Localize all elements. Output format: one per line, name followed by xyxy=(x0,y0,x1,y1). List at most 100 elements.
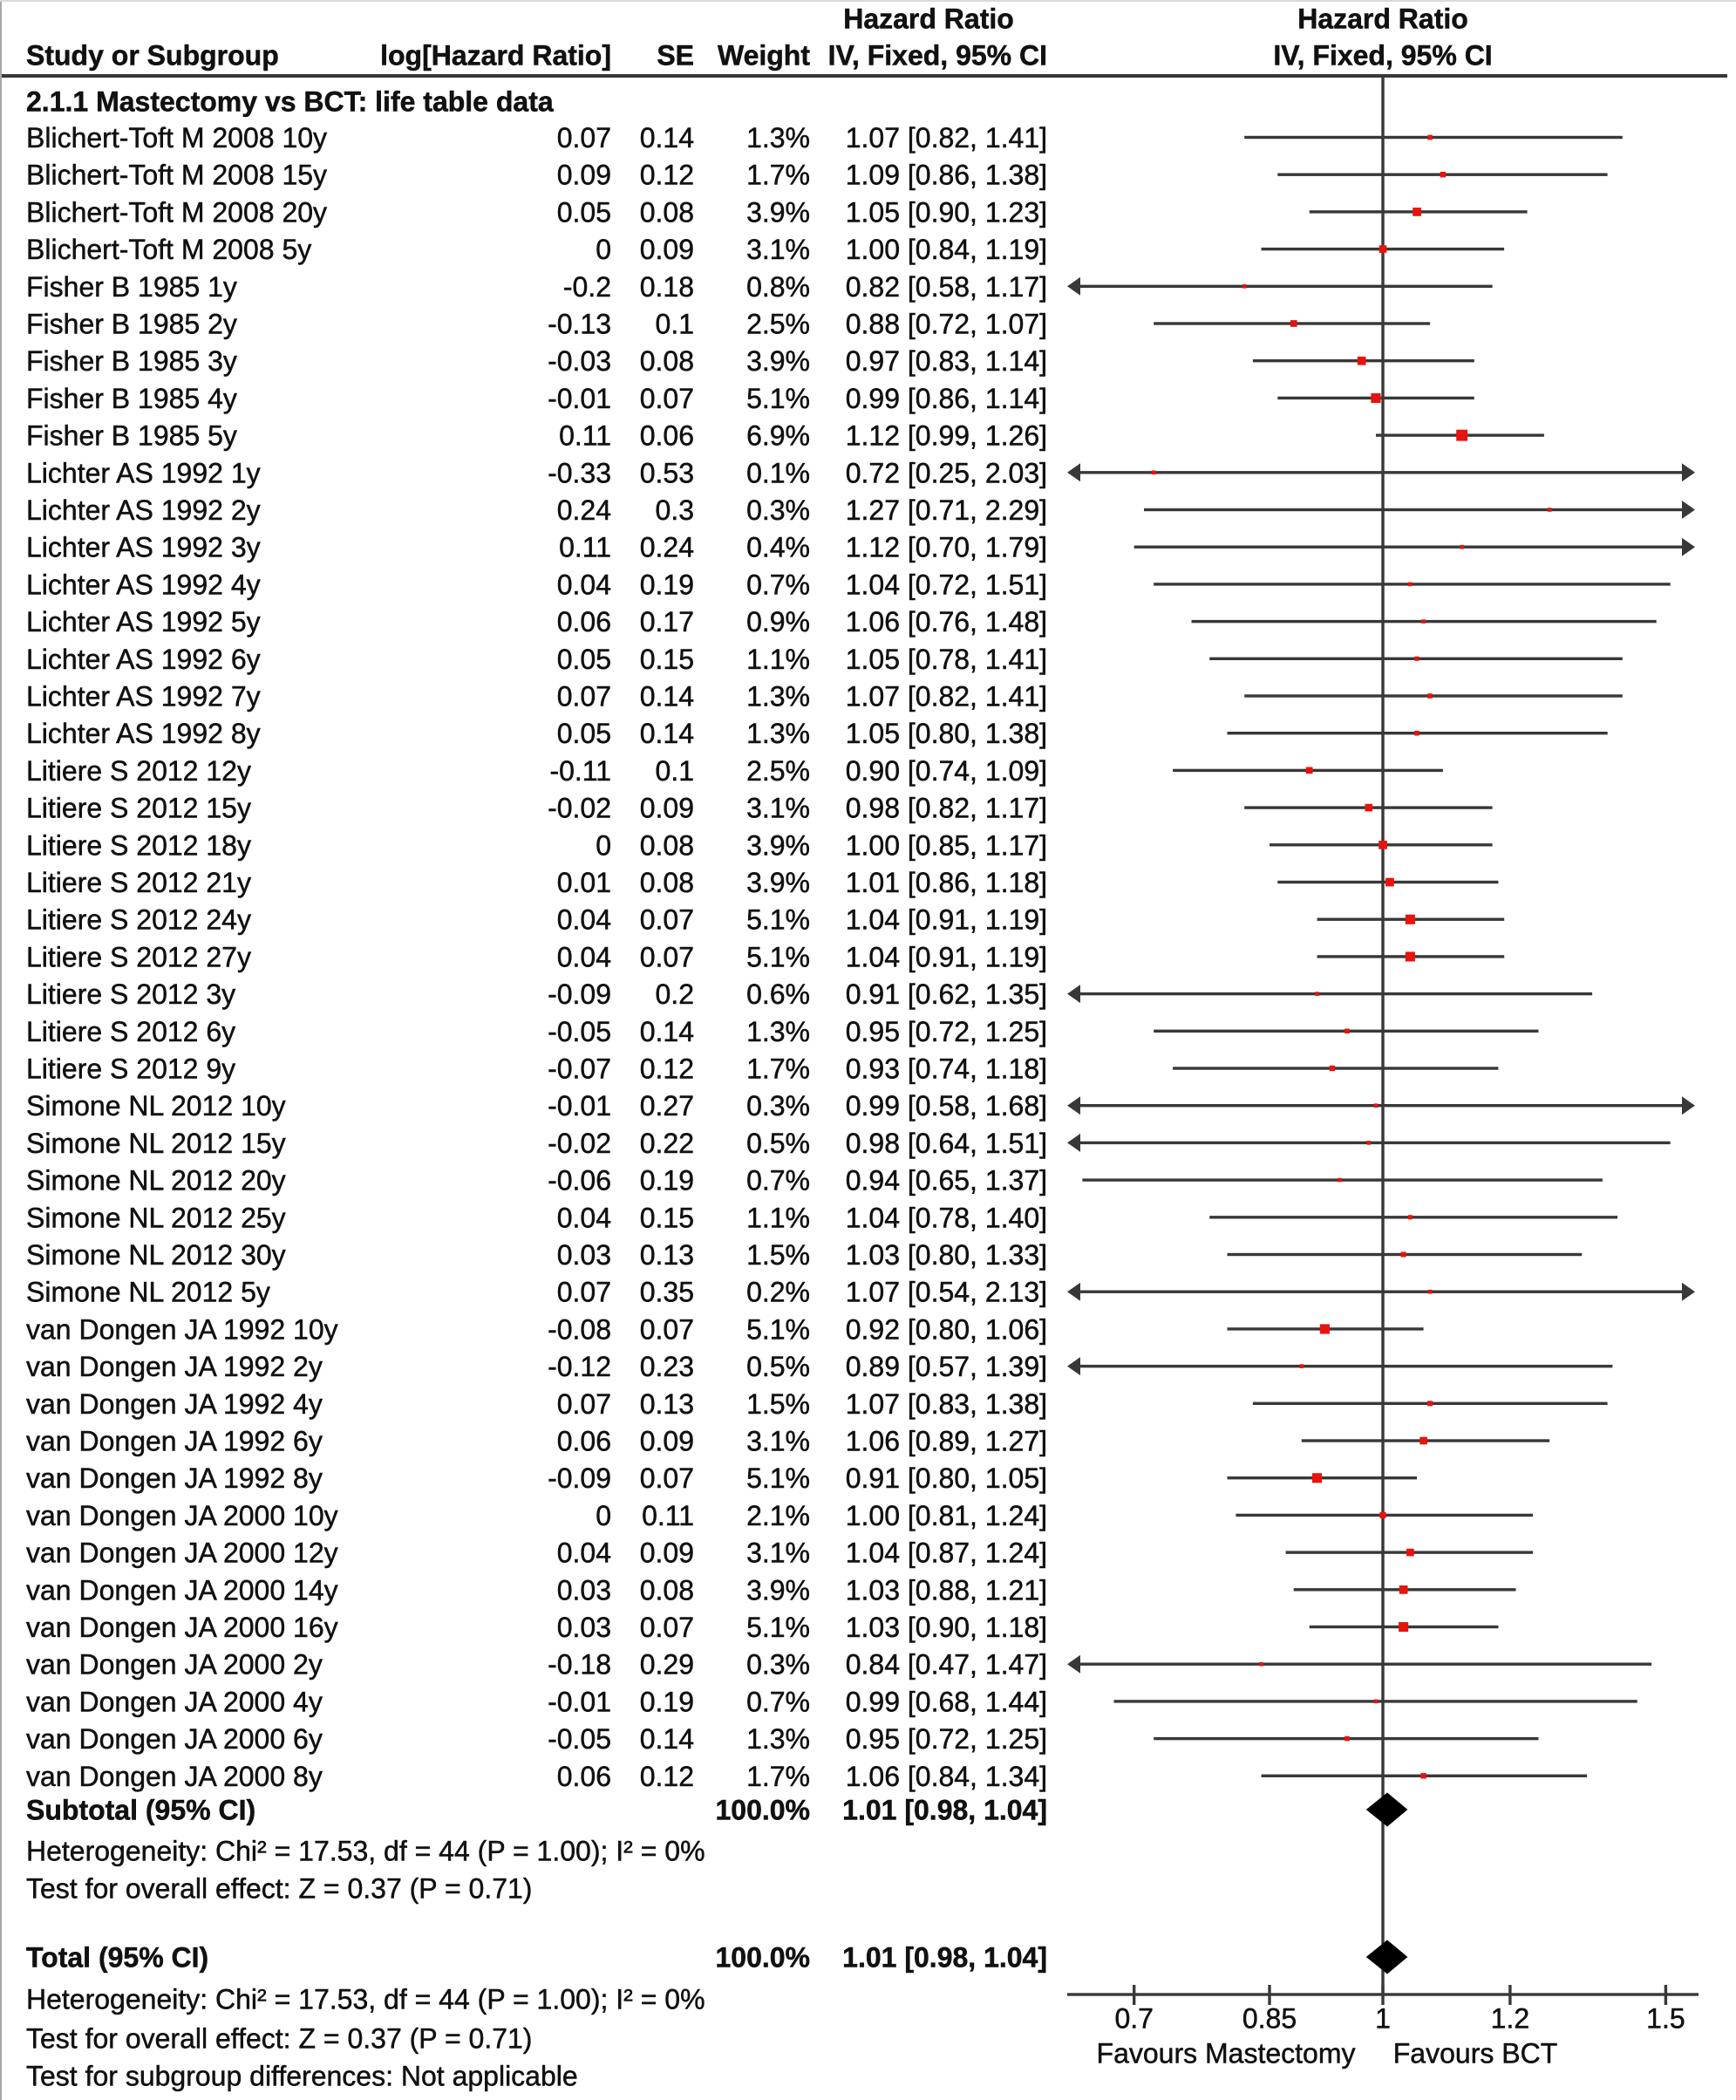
svg-text:-0.12: -0.12 xyxy=(548,1351,611,1382)
svg-text:Simone NL 2012 5y: Simone NL 2012 5y xyxy=(26,1277,270,1308)
svg-text:0.12: 0.12 xyxy=(640,1761,694,1792)
svg-text:Test for overall effect: Z = 0: Test for overall effect: Z = 0.37 (P = 0… xyxy=(26,2023,532,2055)
svg-text:1.7%: 1.7% xyxy=(746,1761,810,1792)
svg-text:5.1%: 5.1% xyxy=(746,904,810,936)
svg-text:Litiere S 2012 12y: Litiere S 2012 12y xyxy=(26,755,251,787)
svg-text:Litiere S 2012 6y: Litiere S 2012 6y xyxy=(26,1016,235,1047)
svg-text:0.95 [0.72, 1.25]: 0.95 [0.72, 1.25] xyxy=(846,1016,1047,1047)
svg-text:5.1%: 5.1% xyxy=(746,1612,810,1643)
svg-text:0.84 [0.47, 1.47]: 0.84 [0.47, 1.47] xyxy=(846,1649,1047,1681)
svg-text:0.14: 0.14 xyxy=(640,718,694,749)
svg-text:van Dongen JA 2000 14y: van Dongen JA 2000 14y xyxy=(26,1574,338,1606)
svg-text:van Dongen JA 2000 4y: van Dongen JA 2000 4y xyxy=(26,1686,323,1717)
svg-text:van Dongen JA 1992 2y: van Dongen JA 1992 2y xyxy=(26,1351,323,1382)
svg-text:1.3%: 1.3% xyxy=(746,1723,810,1755)
svg-text:0.06: 0.06 xyxy=(557,1426,611,1457)
svg-text:0.72 [0.25, 2.03]: 0.72 [0.25, 2.03] xyxy=(846,457,1047,488)
svg-text:0.05: 0.05 xyxy=(557,644,611,675)
svg-text:Fisher B 1985 1y: Fisher B 1985 1y xyxy=(26,271,237,303)
svg-text:1.00 [0.81, 1.24]: 1.00 [0.81, 1.24] xyxy=(846,1500,1047,1531)
svg-text:-0.18: -0.18 xyxy=(548,1649,611,1681)
svg-text:0.9%: 0.9% xyxy=(746,606,810,638)
svg-text:0.07: 0.07 xyxy=(640,904,694,936)
svg-text:3.9%: 3.9% xyxy=(746,829,810,861)
svg-text:1.04 [0.91, 1.19]: 1.04 [0.91, 1.19] xyxy=(846,904,1047,936)
svg-text:IV, Fixed, 95% CI: IV, Fixed, 95% CI xyxy=(828,40,1047,72)
svg-text:1.12 [0.99, 1.26]: 1.12 [0.99, 1.26] xyxy=(846,420,1047,452)
svg-text:0.3%: 0.3% xyxy=(746,1649,810,1681)
svg-text:0.08: 0.08 xyxy=(640,345,694,377)
svg-text:0.99 [0.58, 1.68]: 0.99 [0.58, 1.68] xyxy=(846,1090,1047,1122)
svg-text:Hazard Ratio: Hazard Ratio xyxy=(1297,3,1468,35)
svg-text:1.07 [0.82, 1.41]: 1.07 [0.82, 1.41] xyxy=(846,122,1047,153)
svg-text:100.0%: 100.0% xyxy=(715,1795,810,1826)
svg-text:1.1%: 1.1% xyxy=(746,1202,810,1233)
svg-text:Blichert-Toft M 2008 10y: Blichert-Toft M 2008 10y xyxy=(26,122,327,153)
svg-text:van Dongen JA 1992 8y: van Dongen JA 1992 8y xyxy=(26,1462,323,1494)
svg-text:0.1: 0.1 xyxy=(656,755,694,787)
svg-text:0.24: 0.24 xyxy=(640,532,694,563)
svg-text:Heterogeneity: Chi² = 17.53, d: Heterogeneity: Chi² = 17.53, df = 44 (P … xyxy=(26,1984,705,2015)
svg-text:1.05 [0.90, 1.23]: 1.05 [0.90, 1.23] xyxy=(846,196,1047,228)
svg-text:2.5%: 2.5% xyxy=(746,755,810,787)
svg-text:6.9%: 6.9% xyxy=(746,420,810,452)
svg-text:Blichert-Toft M 2008 20y: Blichert-Toft M 2008 20y xyxy=(26,196,327,228)
svg-text:2.1.1 Mastectomy vs BCT: life: 2.1.1 Mastectomy vs BCT: life table data xyxy=(26,85,554,117)
svg-text:0.91 [0.62, 1.35]: 0.91 [0.62, 1.35] xyxy=(846,978,1047,1010)
svg-text:Simone NL 2012 30y: Simone NL 2012 30y xyxy=(26,1239,286,1271)
svg-text:Simone NL 2012 20y: Simone NL 2012 20y xyxy=(26,1165,286,1197)
svg-text:0.12: 0.12 xyxy=(640,160,694,191)
svg-text:1.27 [0.71, 2.29]: 1.27 [0.71, 2.29] xyxy=(846,494,1047,526)
svg-text:Lichter AS 1992 3y: Lichter AS 1992 3y xyxy=(26,532,261,563)
svg-text:-0.05: -0.05 xyxy=(548,1016,611,1047)
svg-text:van Dongen JA 1992 4y: van Dongen JA 1992 4y xyxy=(26,1388,323,1420)
svg-text:1.04 [0.87, 1.24]: 1.04 [0.87, 1.24] xyxy=(846,1538,1047,1569)
svg-text:1.00 [0.85, 1.17]: 1.00 [0.85, 1.17] xyxy=(846,829,1047,861)
svg-text:Simone NL 2012 15y: Simone NL 2012 15y xyxy=(26,1128,286,1159)
svg-text:van Dongen JA 2000 10y: van Dongen JA 2000 10y xyxy=(26,1500,338,1531)
svg-text:-0.33: -0.33 xyxy=(548,457,611,488)
svg-text:Hazard Ratio: Hazard Ratio xyxy=(843,3,1014,35)
svg-text:Heterogeneity: Chi² = 17.53, d: Heterogeneity: Chi² = 17.53, df = 44 (P … xyxy=(26,1836,705,1867)
svg-text:0.08: 0.08 xyxy=(640,196,694,228)
svg-text:0.06: 0.06 xyxy=(557,606,611,638)
svg-text:-0.2: -0.2 xyxy=(563,271,611,303)
svg-text:0.08: 0.08 xyxy=(640,829,694,861)
svg-text:Fisher B 1985 5y: Fisher B 1985 5y xyxy=(26,420,237,452)
svg-text:0.98 [0.64, 1.51]: 0.98 [0.64, 1.51] xyxy=(846,1128,1047,1159)
svg-text:Total (95% CI): Total (95% CI) xyxy=(26,1942,208,1974)
svg-text:5.1%: 5.1% xyxy=(746,1462,810,1494)
svg-text:0.23: 0.23 xyxy=(640,1351,694,1382)
svg-text:0.05: 0.05 xyxy=(557,196,611,228)
svg-text:Lichter AS 1992 2y: Lichter AS 1992 2y xyxy=(26,494,261,526)
svg-text:0.24: 0.24 xyxy=(557,494,611,526)
svg-text:Litiere S 2012 9y: Litiere S 2012 9y xyxy=(26,1053,235,1085)
svg-text:1.06 [0.76, 1.48]: 1.06 [0.76, 1.48] xyxy=(846,606,1047,638)
svg-text:0.53: 0.53 xyxy=(640,457,694,488)
svg-text:van Dongen JA 2000 6y: van Dongen JA 2000 6y xyxy=(26,1723,323,1755)
svg-text:-0.02: -0.02 xyxy=(548,1128,611,1159)
svg-text:3.9%: 3.9% xyxy=(746,867,810,898)
svg-text:0.11: 0.11 xyxy=(642,1500,694,1531)
svg-text:Litiere S 2012 15y: Litiere S 2012 15y xyxy=(26,793,251,824)
svg-text:-0.09: -0.09 xyxy=(548,1462,611,1494)
svg-text:0.22: 0.22 xyxy=(640,1128,694,1159)
svg-text:Blichert-Toft M 2008 15y: Blichert-Toft M 2008 15y xyxy=(26,160,327,191)
svg-text:1.05 [0.80, 1.38]: 1.05 [0.80, 1.38] xyxy=(846,718,1047,749)
svg-text:1.07 [0.82, 1.41]: 1.07 [0.82, 1.41] xyxy=(846,681,1047,712)
svg-text:0.15: 0.15 xyxy=(640,1202,694,1233)
svg-text:1.09 [0.86, 1.38]: 1.09 [0.86, 1.38] xyxy=(846,160,1047,191)
svg-text:0.19: 0.19 xyxy=(640,1686,694,1717)
svg-text:0.14: 0.14 xyxy=(640,122,694,153)
svg-text:1.03 [0.90, 1.18]: 1.03 [0.90, 1.18] xyxy=(846,1612,1047,1643)
svg-text:0.07: 0.07 xyxy=(640,1612,694,1643)
svg-text:0.98 [0.82, 1.17]: 0.98 [0.82, 1.17] xyxy=(846,793,1047,824)
svg-text:0.04: 0.04 xyxy=(557,1538,611,1569)
svg-text:0.07: 0.07 xyxy=(640,383,694,414)
svg-text:1.07 [0.54, 2.13]: 1.07 [0.54, 2.13] xyxy=(846,1277,1047,1308)
svg-text:1.05 [0.78, 1.41]: 1.05 [0.78, 1.41] xyxy=(846,644,1047,675)
svg-text:1.5: 1.5 xyxy=(1646,2003,1685,2035)
svg-text:Simone NL 2012 10y: Simone NL 2012 10y xyxy=(26,1090,286,1122)
svg-text:5.1%: 5.1% xyxy=(746,1313,810,1345)
svg-text:0.92 [0.80, 1.06]: 0.92 [0.80, 1.06] xyxy=(846,1313,1047,1345)
